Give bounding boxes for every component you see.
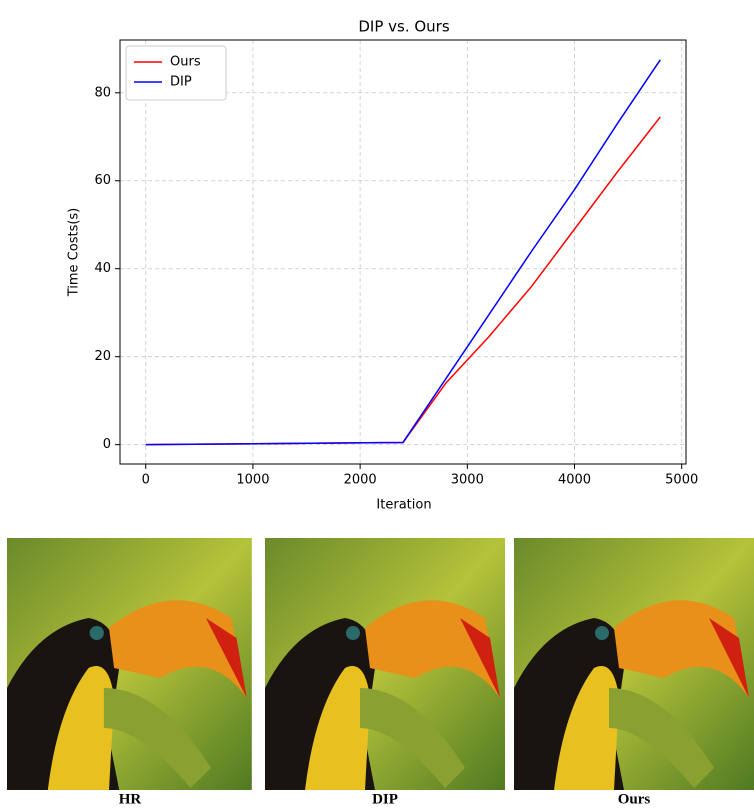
x-axis-label: Iteration [376,498,431,513]
y-tick-label: 60 [94,173,111,188]
x-tick-label: 3000 [451,473,484,488]
y-tick-label: 40 [94,261,111,276]
x-tick-label: 2000 [344,473,377,488]
x-tick-label: 5000 [665,473,698,488]
line-series [145,59,661,446]
image-caption: Ours [618,791,651,807]
image-caption: HR [119,791,142,807]
x-tick-label: 1000 [236,473,269,488]
y-tick-label: 20 [94,349,111,364]
image-panel [265,538,505,790]
image-caption: DIP [372,791,398,807]
y-tick-label: 80 [94,85,111,100]
x-tick-label: 4000 [558,473,591,488]
x-tick-label: 0 [142,473,150,488]
chart-title: DIP vs. Ours [358,18,449,36]
plot-area: 0 1000 2000 3000 4000 5000 0 20 40 60 80 Ours DIP [94,40,698,488]
legend-label: DIP [170,75,192,90]
y-axis-label: Time Costs(s) [67,208,82,298]
y-tick-label: 0 [103,437,111,452]
line-series [145,116,661,446]
image-panel [514,538,754,790]
image-panel [7,538,252,790]
plot-frame [119,39,687,465]
legend-label: Ours [170,55,201,70]
legend-box [125,45,227,101]
